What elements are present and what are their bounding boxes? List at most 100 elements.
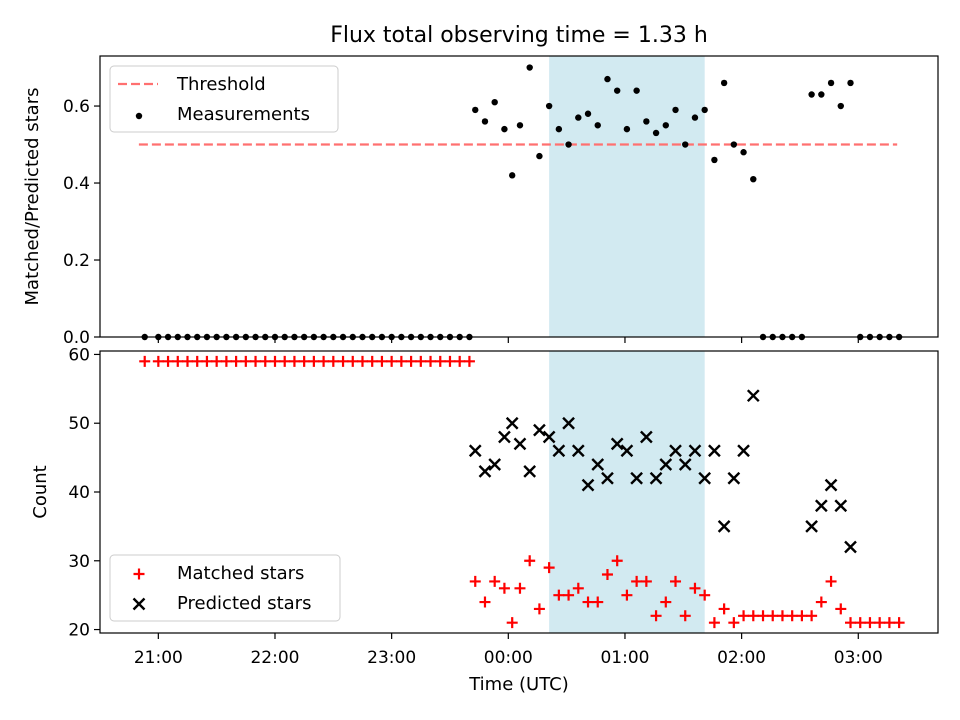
- count-y-tick-label: 20: [68, 621, 90, 641]
- matched-star-point: [489, 575, 501, 587]
- measurement-point: [730, 141, 738, 148]
- matched-star-point: [250, 355, 262, 367]
- predicted-star-point: [610, 437, 624, 451]
- matched-star-point: [747, 610, 759, 622]
- chart-title: Flux total observing time = 1.33 h: [330, 23, 708, 48]
- matched-star-point: [776, 610, 788, 622]
- matched-star-point: [650, 610, 662, 622]
- predicted-star-point: [746, 389, 760, 403]
- predicted-star-point: [640, 430, 653, 444]
- matched-star-point: [718, 603, 730, 615]
- highlight-span-bottom: [549, 351, 705, 633]
- measurement-point: [682, 141, 689, 148]
- matched-star-point: [514, 582, 526, 594]
- x-tick-label: 00:00: [484, 648, 533, 668]
- legend-predicted-label: Predicted stars: [177, 593, 311, 614]
- predicted-star-point: [708, 444, 721, 458]
- predicted-star-point: [505, 416, 519, 430]
- ratio-panel: 0.0 0.2 0.4 0.6 Matched/Predicted stars Thr…: [22, 55, 939, 348]
- predicted-star-point: [523, 465, 537, 478]
- count-panel: 20 30 40 50 60 21:00 22:00 23:00 00:00 01:00 02:0…: [30, 345, 939, 695]
- matched-star-point: [786, 610, 798, 622]
- measurement-point: [516, 122, 524, 129]
- matched-star-point: [738, 610, 750, 622]
- predicted-star-point: [542, 430, 556, 444]
- matched-star-point: [825, 575, 837, 587]
- matched-star-point: [835, 603, 847, 615]
- predicted-star-point: [659, 458, 673, 471]
- matched-star-point: [201, 355, 213, 367]
- ratio-y-axis-label: Matched/Predicted stars: [22, 88, 43, 306]
- ratio-y-ticks: 0.0 0.2 0.4 0.6: [63, 97, 100, 348]
- matched-star-point: [172, 355, 184, 367]
- matched-star-point: [543, 562, 555, 574]
- matched-star-point: [893, 617, 905, 629]
- x-tick-label: 23:00: [367, 648, 416, 668]
- x-tick-label: 22:00: [250, 648, 299, 668]
- matched-star-point: [327, 355, 339, 367]
- matched-star-point: [767, 610, 779, 622]
- matched-star-point: [689, 582, 701, 594]
- count-legend-box: [109, 554, 341, 622]
- measurement-point: [481, 118, 489, 125]
- matched-star-point: [162, 355, 174, 367]
- predicted-star-point: [814, 499, 828, 513]
- matched-star-point: [479, 596, 491, 608]
- matched-star-point: [611, 555, 623, 567]
- measurement-point: [501, 125, 508, 133]
- matched-star-point: [337, 355, 349, 367]
- measurement-point: [604, 75, 611, 83]
- count-y-tick-label: 60: [68, 345, 90, 365]
- matched-star-point: [356, 355, 368, 367]
- matched-star-point: [211, 355, 223, 367]
- count-y-tick-label: 40: [68, 483, 90, 503]
- highlight-span-top: [549, 56, 705, 337]
- predicted-star-point: [533, 423, 546, 437]
- predicted-star-point: [649, 471, 663, 485]
- matched-star-point: [308, 355, 320, 367]
- matched-star-point: [463, 355, 475, 367]
- matched-star-point: [444, 355, 456, 367]
- matched-star-point: [347, 355, 359, 367]
- predicted-star-point: [581, 478, 595, 492]
- matched-star-point: [259, 355, 271, 367]
- ratio-y-tick-label: 0.0: [63, 328, 90, 348]
- matched-star-point: [506, 617, 518, 629]
- predicted-star-point: [488, 458, 502, 471]
- count-y-tick-label: 30: [68, 552, 90, 572]
- measurement-point: [643, 118, 650, 125]
- predicted-star-point: [669, 444, 682, 458]
- matched-star-point: [415, 355, 427, 367]
- matched-star-point: [572, 582, 584, 594]
- matched-star-point: [454, 355, 466, 367]
- matched-star-point: [181, 355, 193, 367]
- count-marks: [139, 355, 905, 629]
- measurement-point: [720, 79, 728, 87]
- x-tick-label: 02:00: [717, 648, 766, 668]
- matched-star-point: [806, 610, 818, 622]
- measurement-point: [575, 114, 582, 121]
- matched-star-point: [386, 355, 398, 367]
- matched-star-point: [621, 589, 633, 601]
- matched-star-point: [434, 355, 446, 367]
- legend-measurements-swatch: [135, 112, 143, 120]
- x-tick-label: 01:00: [600, 648, 649, 668]
- measurement-point: [633, 87, 640, 94]
- measurement-point: [584, 110, 592, 117]
- measurement-point: [662, 122, 669, 129]
- matched-star-point: [279, 355, 291, 367]
- matched-star-point: [425, 355, 437, 367]
- measurement-point: [472, 106, 479, 114]
- measurement-point: [837, 102, 844, 110]
- measurement-point: [818, 91, 825, 98]
- matched-star-point: [191, 355, 203, 367]
- matched-star-point: [395, 355, 407, 367]
- matched-star-point: [845, 617, 857, 629]
- measurement-point: [508, 172, 516, 179]
- count-x-ticks: 21:00 22:00 23:00 00:00 01:00 02:00 03:00: [134, 633, 883, 668]
- measurement-point: [711, 156, 718, 164]
- predicted-star-point: [698, 471, 712, 485]
- measurement-point: [672, 106, 679, 114]
- predicted-star-point: [562, 416, 575, 430]
- legend-measurements-label: Measurements: [177, 104, 310, 125]
